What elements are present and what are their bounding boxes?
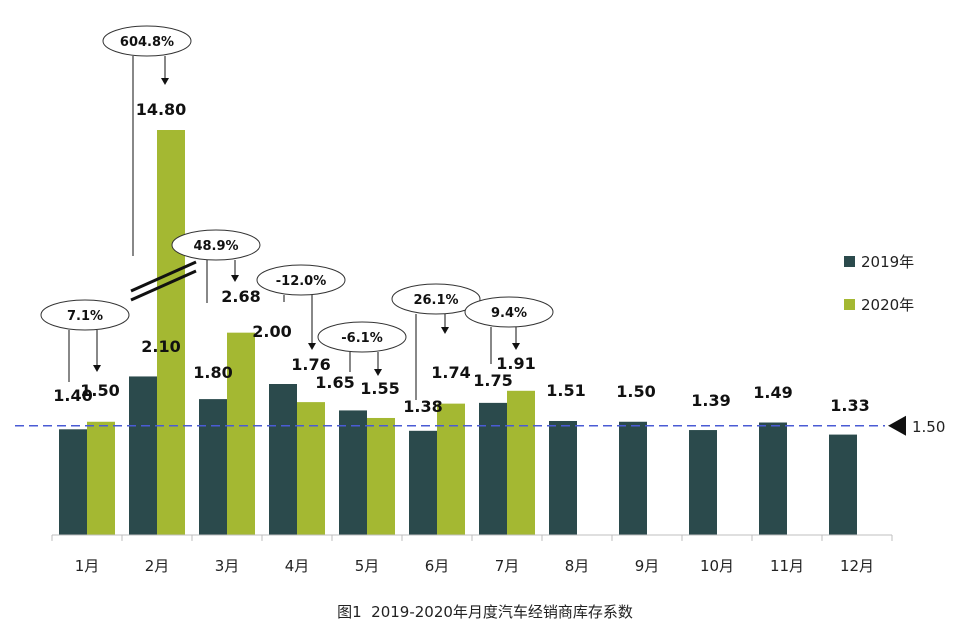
callout-bubble [464,296,554,328]
arrow-down-icon [161,78,169,85]
reference-arrow-icon [888,415,906,436]
arrow-down-icon [441,327,449,334]
bar-2020-1 [87,421,115,535]
legend-label-2019: 2019年 [861,253,914,271]
bar-2019-2 [129,376,157,535]
bar-2020-2 [157,130,185,535]
value-label-2019-9: 1.50 [616,382,655,401]
value-label-2019-8: 1.51 [546,381,585,400]
bar-2020-5 [367,417,395,535]
x-tick-label-4: 4月 [285,557,310,575]
yoy-callout-5: -6.1% [317,321,407,376]
value-label-2019-4: 2.00 [252,322,291,341]
yoy-callouts-layer: 7.1% 604.8% 48.9% -12.0% -6.1% 26.1% 9.4% [40,25,554,400]
legend: 2019年 2020年 [844,253,914,314]
callout-bubble [102,25,192,57]
yoy-callout-1: 7.1% [40,299,130,382]
value-label-2020-7: 1.91 [496,354,535,373]
legend-swatch-2019 [844,256,855,267]
arrow-down-icon [512,343,520,350]
reference-value-label: 1.50 [912,418,945,436]
arrow-down-icon [231,275,239,282]
value-label-2020-2: 14.80 [136,100,187,119]
bar-2019-8 [549,420,577,535]
value-label-2020-6: 1.74 [431,363,470,382]
bar-2019-6 [409,430,437,535]
x-tick-label-5: 5月 [355,557,380,575]
yoy-callout-3: 48.9% [171,229,261,303]
bar-2019-1 [59,429,87,535]
bar-2019-9 [619,421,647,535]
x-tick-label-9: 9月 [635,557,660,575]
x-tick-label-2: 2月 [145,557,170,575]
arrow-down-icon [93,365,101,372]
value-label-2020-1: 1.50 [80,381,119,400]
callout-bubble [40,299,130,331]
value-label-2020-5: 1.55 [360,379,399,398]
yoy-callout-7: 9.4% [464,296,554,364]
x-tick-label-12: 12月 [840,557,874,575]
value-label-2019-7: 1.75 [473,371,512,390]
value-label-2019-6: 1.38 [403,397,442,416]
yoy-callout-6: 26.1% [391,283,481,400]
yoy-percent-label-3: 48.9% [193,239,238,254]
bar-2020-6 [437,403,465,535]
yoy-callout-4: -12.0% [256,264,346,350]
bar-2019-4 [269,384,297,535]
break-slash-1 [130,260,197,293]
x-tick-label-7: 7月 [495,557,520,575]
axis-break-marker [130,260,197,302]
x-tick-label-11: 11月 [770,557,804,575]
yoy-percent-label-5: -6.1% [341,331,382,346]
callout-bubble [317,321,407,353]
arrow-down-icon [374,369,382,376]
yoy-percent-label-1: 7.1% [67,309,103,324]
bar-2020-4 [297,402,325,535]
bar-2019-10 [689,430,717,535]
value-label-2019-12: 1.33 [830,396,869,415]
legend-swatch-2020 [844,299,855,310]
break-slash-2 [130,269,197,302]
x-tick-label-10: 10月 [700,557,734,575]
callout-bubble [391,283,481,315]
value-label-2020-3: 2.68 [221,287,260,306]
bars-layer [59,130,857,535]
x-tick-label-6: 6月 [425,557,450,575]
bar-2020-7 [507,390,535,535]
callout-bubble [171,229,261,261]
x-tick-label-3: 3月 [215,557,240,575]
value-label-2019-1: 1.40 [53,386,92,405]
value-label-2019-10: 1.39 [691,391,730,410]
value-label-2019-2: 2.10 [141,337,180,356]
value-label-2019-5: 1.65 [315,373,354,392]
yoy-percent-label-2: 604.8% [120,35,174,50]
yoy-callout-2: 604.8% [102,25,192,256]
bar-2019-5 [339,410,367,535]
yoy-percent-label-4: -12.0% [276,274,327,289]
chart-title: 图1 2019-2020年月度汽车经销商库存系数 [337,603,633,621]
arrow-down-icon [308,343,316,350]
bar-2019-12 [829,434,857,535]
x-tick-label-8: 8月 [565,557,590,575]
bar-2019-11 [759,422,787,535]
yoy-percent-label-7: 9.4% [491,306,527,321]
legend-label-2020: 2020年 [861,296,914,314]
bar-2020-3 [227,332,255,535]
value-label-2020-4: 1.76 [291,355,330,374]
callout-bubble [256,264,346,296]
yoy-percent-label-6: 26.1% [413,293,458,308]
bar-2019-3 [199,399,227,535]
value-label-2019-3: 1.80 [193,363,232,382]
bar-2019-7 [479,402,507,535]
x-tick-label-1: 1月 [75,557,100,575]
value-label-2019-11: 1.49 [753,383,792,402]
x-axis-ticks: 1月 2月 3月 4月 5月 6月 7月 8月 9月 10月 11月 12月 [51,535,893,575]
